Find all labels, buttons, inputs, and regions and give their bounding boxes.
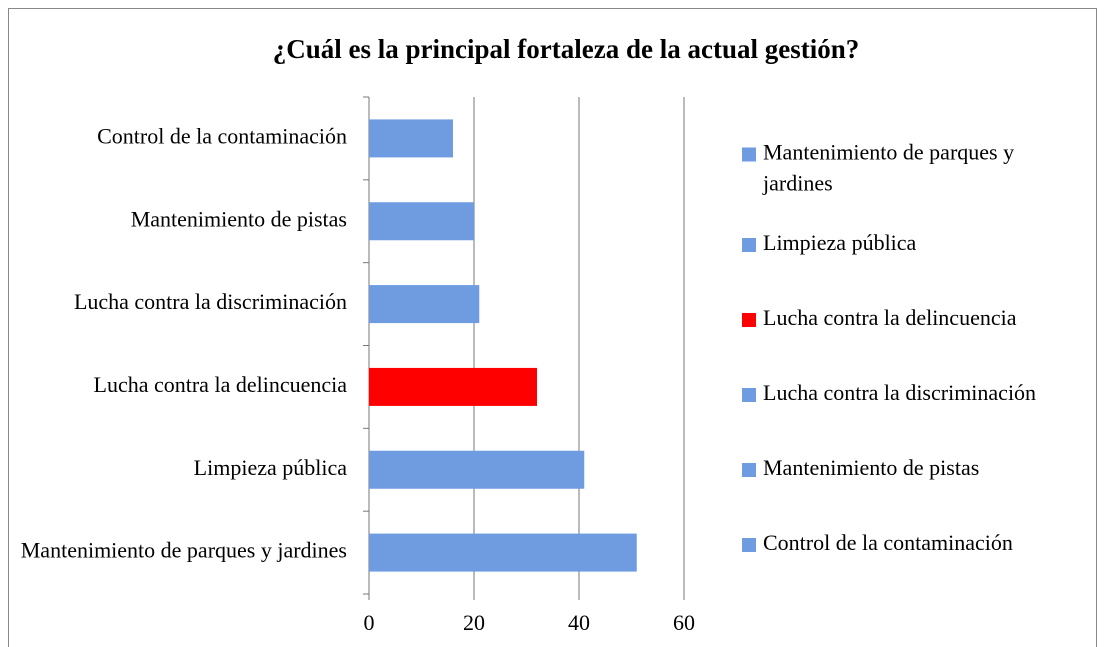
legend-label: Mantenimiento de pistas <box>763 455 979 480</box>
chart-title: ¿Cuál es la principal fortaleza de la ac… <box>273 34 859 64</box>
y-tick-label: Limpieza pública <box>194 455 348 480</box>
y-tick-label: Lucha contra la discriminación <box>74 289 347 314</box>
legend-label: Mantenimiento de parques y jardines <box>762 140 1014 196</box>
bar <box>369 285 480 324</box>
legend-swatch <box>742 238 756 252</box>
x-tick-label: 20 <box>463 610 485 635</box>
bar <box>369 119 453 158</box>
bar <box>369 450 585 489</box>
y-tick-label: Control de la contaminación <box>97 123 347 148</box>
y-tick-label: Mantenimiento de parques y jardines <box>21 538 347 563</box>
legend-label: Lucha contra la discriminación <box>763 380 1036 405</box>
legend-swatch <box>742 313 756 327</box>
y-tick-label: Lucha contra la delincuencia <box>94 372 348 397</box>
legend-swatch <box>742 538 756 552</box>
y-tick-label: Mantenimiento de pistas <box>131 206 347 231</box>
legend-swatch <box>742 388 756 402</box>
bar <box>369 533 637 572</box>
x-tick-label: 60 <box>673 610 695 635</box>
x-tick-label: 40 <box>568 610 590 635</box>
bar <box>369 367 537 406</box>
legend-label: Limpieza pública <box>763 230 917 255</box>
legend-label: Control de la contaminación <box>763 530 1013 555</box>
legend-swatch <box>742 147 756 162</box>
legend-label: Lucha contra la delincuencia <box>763 305 1017 330</box>
legend-swatch <box>742 463 756 477</box>
x-tick-label: 0 <box>364 610 375 635</box>
bar <box>369 202 474 241</box>
